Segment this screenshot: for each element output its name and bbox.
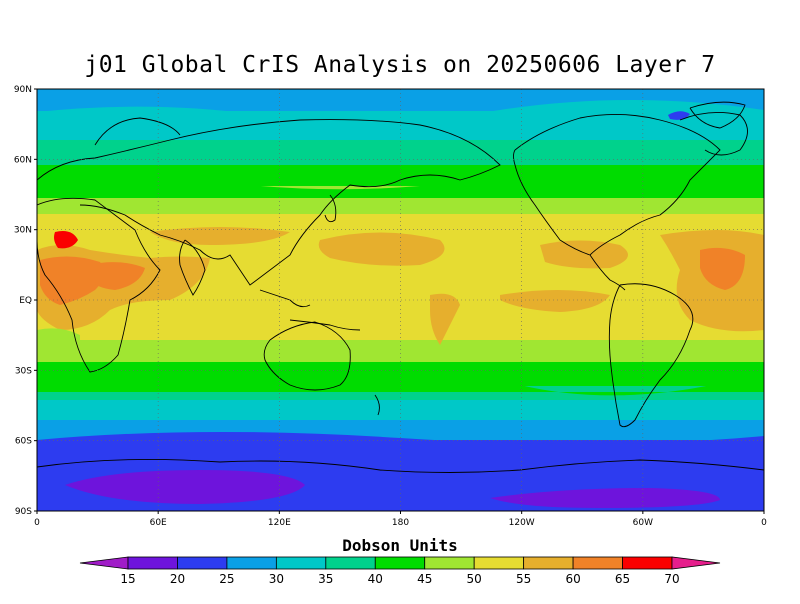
colorbar-level-label: 30	[269, 572, 284, 586]
lat-tick-label: 60S	[15, 437, 32, 447]
colorbar-swatch	[177, 556, 228, 570]
colorbar-swatch	[424, 556, 475, 570]
colorbar-swatch	[572, 556, 623, 570]
lon-tick-label: 0	[34, 518, 40, 528]
colorbar-level-label: 25	[219, 572, 234, 586]
colorbar-swatch	[622, 556, 673, 570]
colorbar: 15 20 25 30 35 40 45 50 55 60 65 70	[79, 556, 721, 586]
colorbar-swatch	[473, 556, 525, 570]
lon-tick-label: 0	[761, 518, 767, 528]
lon-tick-label: 120E	[268, 518, 291, 528]
map-title: j01 Global CrIS Analysis on 20250606 Lay…	[84, 52, 716, 78]
colorbar-level-label: 45	[417, 572, 432, 586]
lon-tick-label: 180	[392, 518, 409, 528]
lon-tick-label: 60W	[633, 518, 653, 528]
colorbar-swatch	[127, 556, 178, 570]
colorbar-swatch	[325, 556, 376, 570]
colorbar-level-label: 60	[565, 572, 580, 586]
colorbar-level-label: 70	[664, 572, 679, 586]
colorbar-level-label: 65	[615, 572, 630, 586]
lat-tick-label: 30N	[14, 226, 32, 236]
colorbar-high-arrow	[671, 556, 721, 570]
colorbar-swatch	[523, 556, 574, 570]
lon-tick-label: 60E	[150, 518, 167, 528]
longitude-labels: 0 60E 120E 180 120W 60W 0	[34, 511, 767, 528]
latitude-labels: 90N 60N 30N EQ 30S 60S 90S	[14, 85, 37, 517]
colorbar-swatch	[275, 556, 327, 570]
ozone-field	[37, 89, 764, 511]
colorbar-level-label: 40	[368, 572, 383, 586]
colorbar-swatch	[226, 556, 277, 570]
lat-tick-label: EQ	[19, 296, 32, 306]
colorbar-level-label: 20	[170, 572, 185, 586]
lat-tick-label: 90S	[15, 507, 32, 517]
lat-tick-label: 90N	[14, 85, 32, 95]
lat-tick-label: 30S	[15, 366, 32, 376]
colorbar-level-label: 50	[467, 572, 482, 586]
colorbar-level-label: 35	[318, 572, 333, 586]
lat-tick-label: 60N	[14, 155, 32, 165]
colorbar-level-label: 55	[516, 572, 531, 586]
colorbar-swatch	[374, 556, 426, 570]
colorbar-low-arrow	[79, 556, 129, 570]
colorbar-level-label: 15	[120, 572, 135, 586]
colorbar-title: Dobson Units	[342, 536, 458, 555]
lon-tick-label: 120W	[509, 518, 535, 528]
